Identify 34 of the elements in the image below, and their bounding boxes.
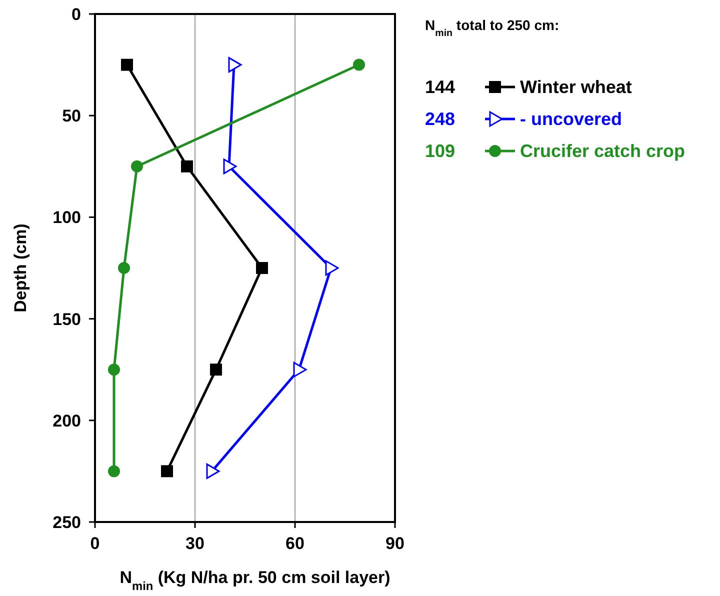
point xyxy=(223,158,237,174)
x-axis-title: N$_{min}$ (Kg N/ha pr. 50 cm soil layer) xyxy=(120,568,390,593)
legend-label: - uncovered xyxy=(520,109,622,129)
text: 144 xyxy=(425,77,456,97)
legend-label: Winter wheat xyxy=(520,77,632,97)
y-axis-title: Depth (cm) xyxy=(11,224,30,312)
point xyxy=(325,260,339,276)
y-tick-label: 250 xyxy=(52,513,81,532)
text: 109 xyxy=(425,141,456,161)
legend-title: N$_{min}$ total to 250 cm: xyxy=(425,17,560,38)
point xyxy=(353,58,365,71)
point xyxy=(108,465,120,478)
x-tick-label: 0 xyxy=(90,534,100,553)
y-tick-label: 100 xyxy=(52,208,81,228)
point xyxy=(181,160,193,172)
point xyxy=(206,463,220,479)
point xyxy=(161,465,173,478)
y-tick-label: 200 xyxy=(52,411,81,430)
point xyxy=(121,58,133,71)
x-tick-label: 90 xyxy=(386,534,404,553)
x-tick-label: 30 xyxy=(186,534,204,553)
y-tick-label: 50 xyxy=(62,106,81,126)
legend-label: Crucifer catch crop xyxy=(520,141,686,161)
point xyxy=(256,262,268,274)
point xyxy=(108,364,120,376)
point xyxy=(131,160,143,172)
point xyxy=(228,57,242,73)
text: 248 xyxy=(425,109,456,129)
point xyxy=(210,364,222,376)
x-tick-label: 60 xyxy=(286,534,304,553)
y-tick-label: 0 xyxy=(72,5,81,24)
point xyxy=(118,262,130,274)
y-tick-label: 150 xyxy=(52,310,81,329)
point xyxy=(293,362,307,378)
